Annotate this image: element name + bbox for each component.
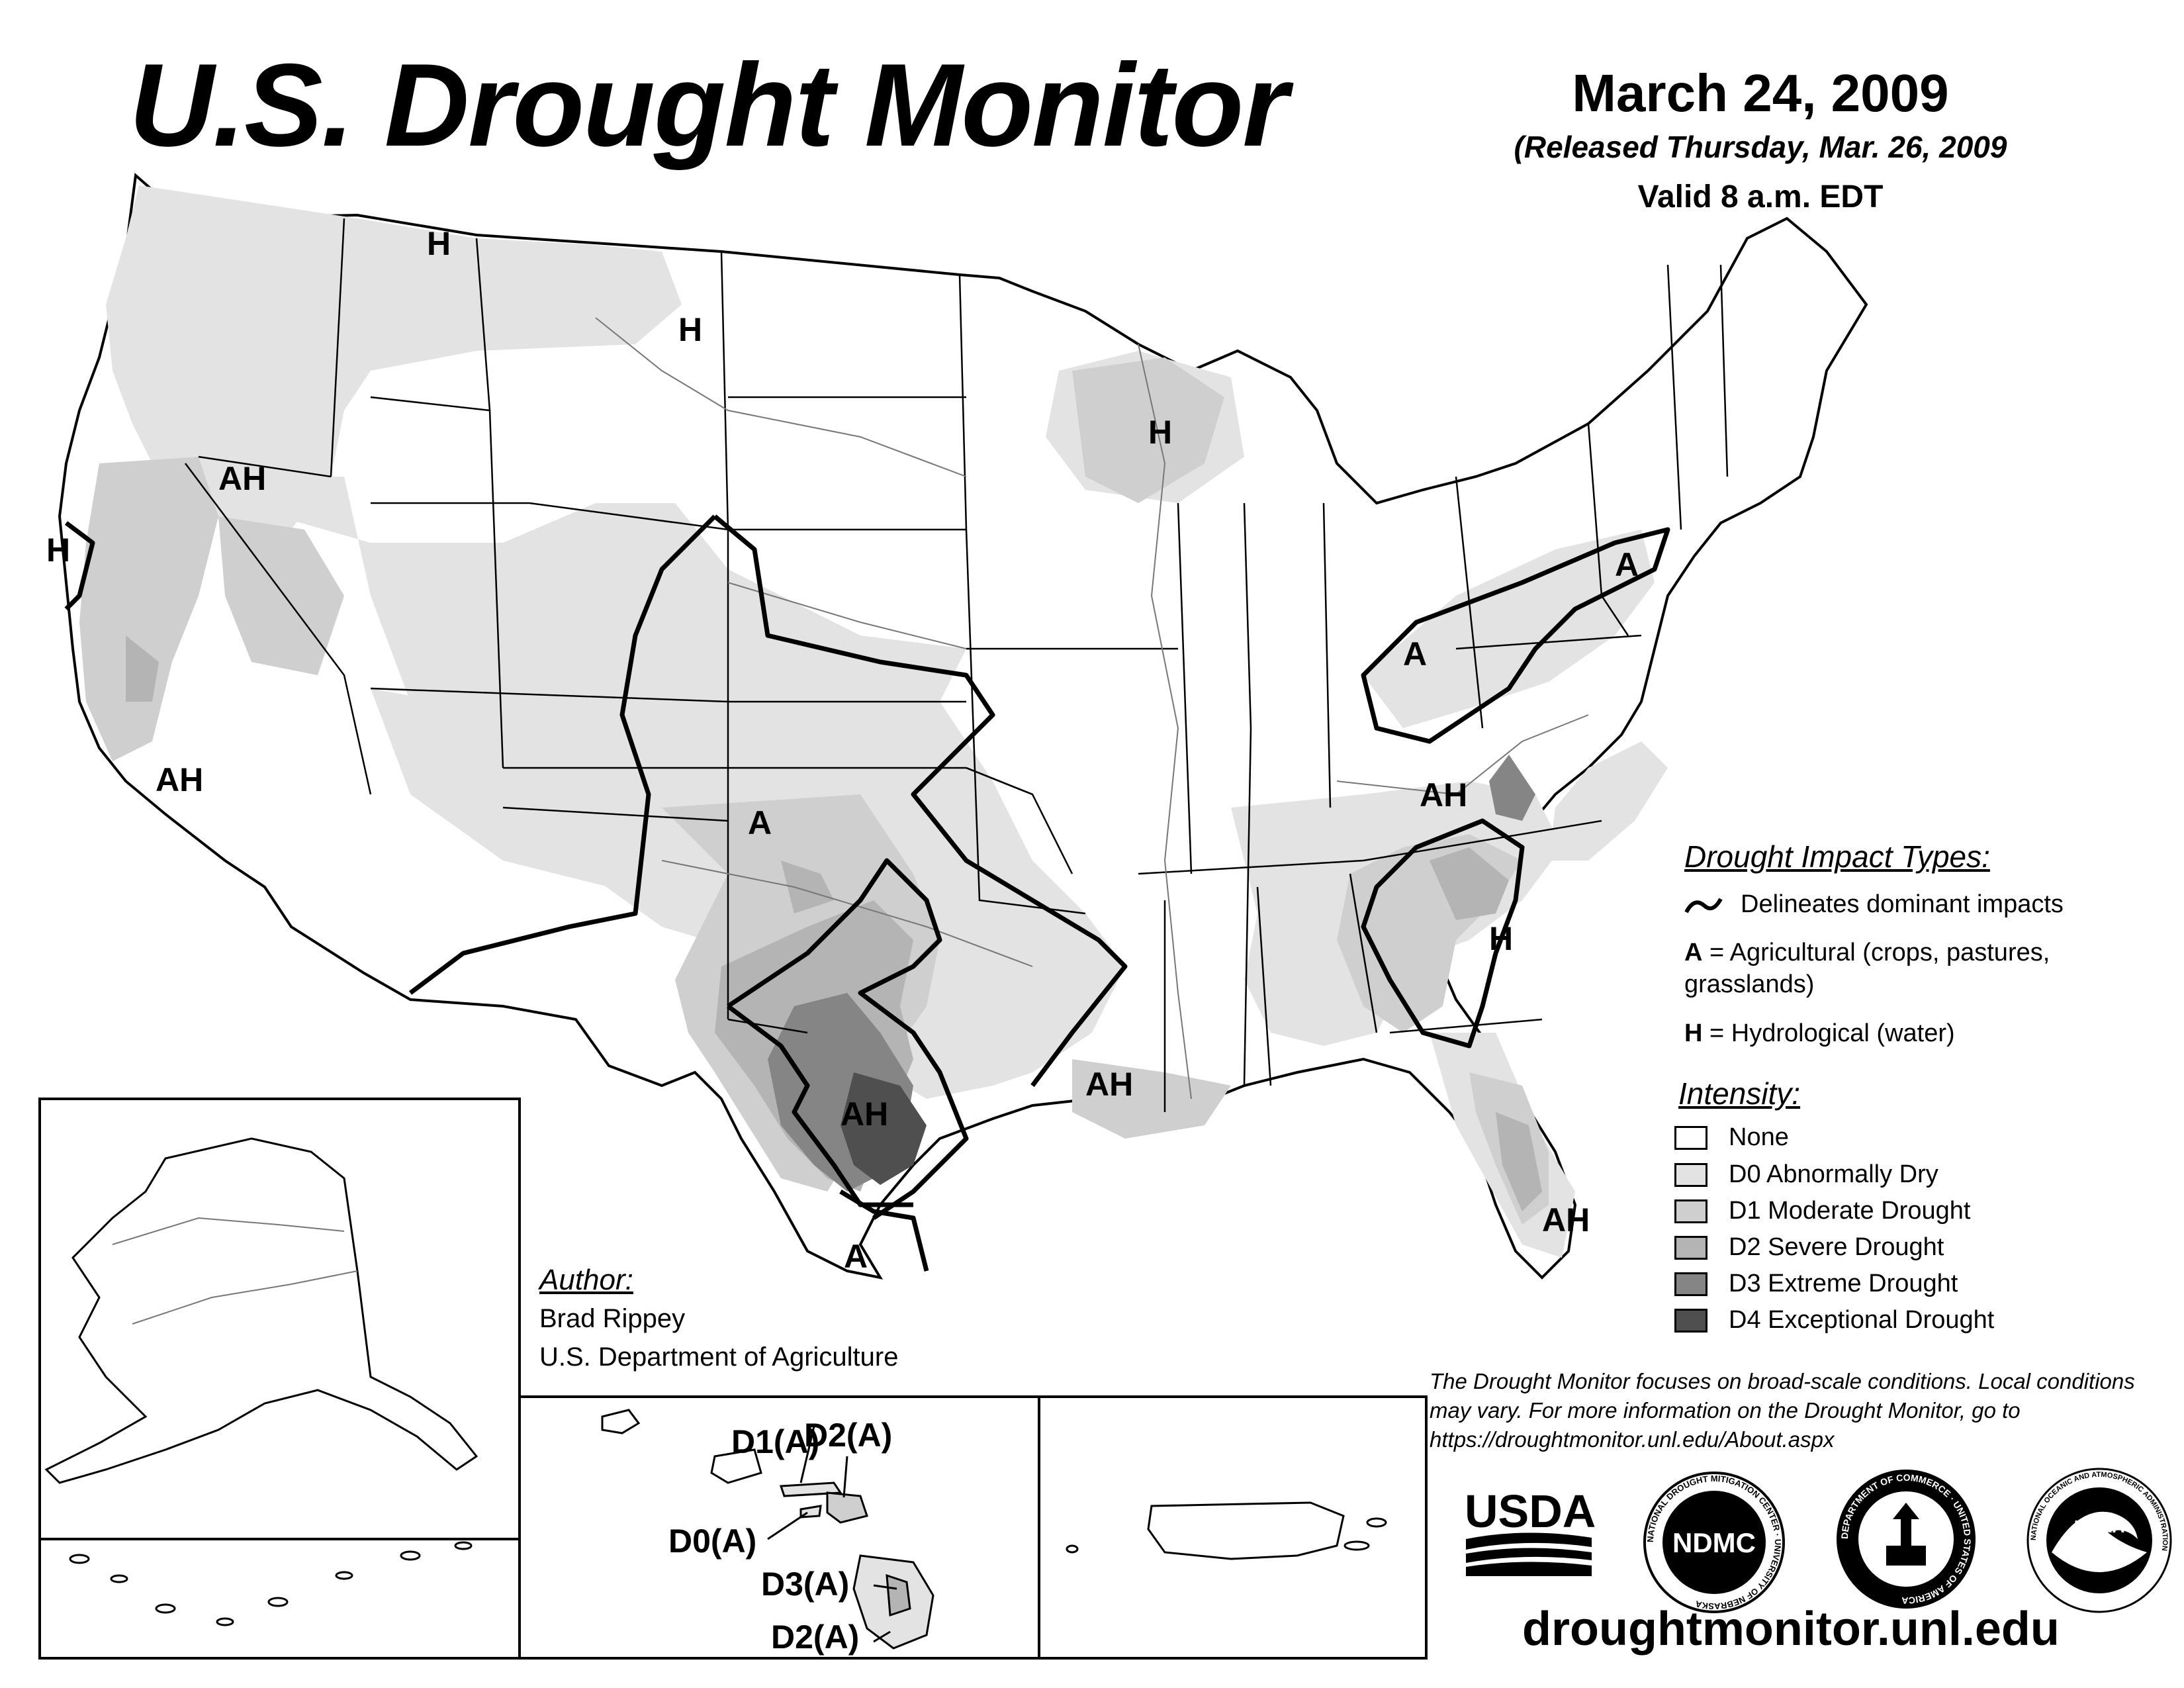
intensity-label-none: None [1729, 1123, 1789, 1151]
intensity-label-d0: D0 Abnormally Dry [1729, 1160, 1938, 1188]
hawaii-label-d2-big: D2(A) [771, 1618, 859, 1656]
hawaii-label-d2-maui: D2(A) [804, 1417, 892, 1454]
d4-regions [841, 1072, 927, 1185]
state-borders [185, 218, 1729, 1112]
noaa-logo-text: NOAA [2074, 1517, 2125, 1536]
swatch-none [1674, 1125, 1707, 1150]
release-date: (Released Thursday, Mar. 26, 2009 [1514, 130, 2007, 164]
swatch-d1 [1674, 1199, 1707, 1223]
impact-types-heading: Drought Impact Types: [1684, 839, 1990, 874]
ndmc-logo-text: NDMC [1672, 1527, 1756, 1558]
alaska-rivers [112, 1217, 358, 1325]
intensity-label-d4: D4 Exceptional Drought [1729, 1306, 1995, 1334]
hawaii-label-d0: D0(A) [668, 1523, 756, 1560]
noaa-logo: NATIONAL OCEANIC AND ATMOSPHERIC ADMINIS… [2026, 1468, 2172, 1613]
map-label-h-wisconsin: H [1148, 414, 1172, 451]
swatch-d3 [1674, 1272, 1707, 1296]
aleutian-islands [69, 1541, 473, 1626]
intensity-label-d2: D2 Severe Drought [1729, 1233, 1944, 1261]
map-label-ah-oregon: AH [218, 460, 266, 497]
impact-h-desc: = Hydrological (water) [1702, 1019, 1955, 1047]
impact-a-row: A = Agricultural (crops, pastures, grass… [1684, 937, 2134, 1000]
map-label-h-carolina: H [1489, 920, 1513, 957]
intensity-label-d3: D3 Extreme Drought [1729, 1270, 1958, 1297]
author-name: Brad Rippey [539, 1304, 686, 1333]
impact-line-symbol [1684, 898, 1723, 914]
author-block: Author: Brad Rippey U.S. Department of A… [539, 1261, 898, 1376]
intensity-row-d4: D4 Exceptional Drought [1674, 1306, 1994, 1335]
noaa-bird-icon [2052, 1511, 2147, 1572]
ndmc-logo: NATIONAL DROUGHT MITIGATION CENTER · UNI… [1643, 1472, 1785, 1613]
map-label-ah-california: AH [156, 761, 203, 798]
map-label-h-california: H [46, 532, 70, 569]
alaska-shape [44, 1137, 478, 1484]
intensity-heading: Intensity: [1678, 1076, 1801, 1111]
swatch-d0 [1674, 1162, 1707, 1187]
map-label-h-montana: H [678, 311, 702, 348]
impact-h-key: H [1684, 1019, 1703, 1047]
map-label-a-colorado: A [748, 804, 772, 841]
swatch-d4 [1674, 1308, 1707, 1333]
map-date: March 24, 2009 [1572, 64, 1949, 122]
map-label-ah-florida: AH [1542, 1201, 1590, 1239]
map-title: U.S. Drought Monitor [129, 39, 1289, 171]
intensity-row-d0: D0 Abnormally Dry [1674, 1160, 1938, 1189]
map-label-a-ohio: A [1403, 635, 1427, 673]
swatch-d2 [1674, 1235, 1707, 1260]
hawaii-leaders [767, 1426, 897, 1643]
puerto-rico-shape [1147, 1501, 1345, 1560]
intensity-label-d1: D1 Moderate Drought [1729, 1197, 1971, 1225]
usda-logo-text: USDA [1465, 1486, 1596, 1537]
hawaii-label-d3: D3(A) [761, 1566, 849, 1603]
website-link[interactable]: droughtmonitor.unl.edu [1522, 1603, 2060, 1656]
disclaimer-note: The Drought Monitor focuses on broad-sca… [1430, 1369, 2135, 1452]
map-label-ah-texas: AH [841, 1096, 888, 1133]
eagle-shield-icon [1893, 1503, 1919, 1566]
author-heading: Author: [539, 1264, 633, 1296]
map-label-ah-louisiana: AH [1085, 1066, 1133, 1103]
map-label-a-south-texas: A [844, 1238, 868, 1275]
intensity-row-d2: D2 Severe Drought [1674, 1233, 1944, 1262]
map-label-ah-tennessee: AH [1420, 776, 1467, 814]
map-label-a-pennsylvania: A [1615, 546, 1639, 583]
rivers [595, 317, 1589, 1100]
intensity-row-d3: D3 Extreme Drought [1674, 1270, 1958, 1298]
valid-time: Valid 8 a.m. EDT [1637, 179, 1884, 214]
usda-logo: USDA [1465, 1486, 1596, 1576]
intensity-row-none: None [1674, 1123, 1789, 1152]
hawaii-label-d1: D1(A) [731, 1423, 819, 1460]
hawaii-islands [601, 1409, 934, 1650]
impact-h-row: H = Hydrological (water) [1684, 1019, 1955, 1048]
puerto-rico-islands [1066, 1517, 1387, 1554]
inset-frames [38, 1098, 1428, 1660]
impact-a-key: A [1684, 939, 1703, 966]
impact-boundaries [64, 514, 1670, 1272]
impact-a-desc: = Agricultural (crops, pastures, grassla… [1684, 939, 2050, 998]
author-org: U.S. Department of Agriculture [539, 1342, 899, 1372]
map-label-h-pacific-nw: H [427, 225, 451, 262]
commerce-logo: DEPARTMENT OF COMMERCE · UNITED STATES O… [1837, 1470, 1976, 1609]
intensity-row-d1: D1 Moderate Drought [1674, 1197, 1970, 1225]
impact-line-desc: Delineates dominant impacts [1741, 890, 2064, 918]
